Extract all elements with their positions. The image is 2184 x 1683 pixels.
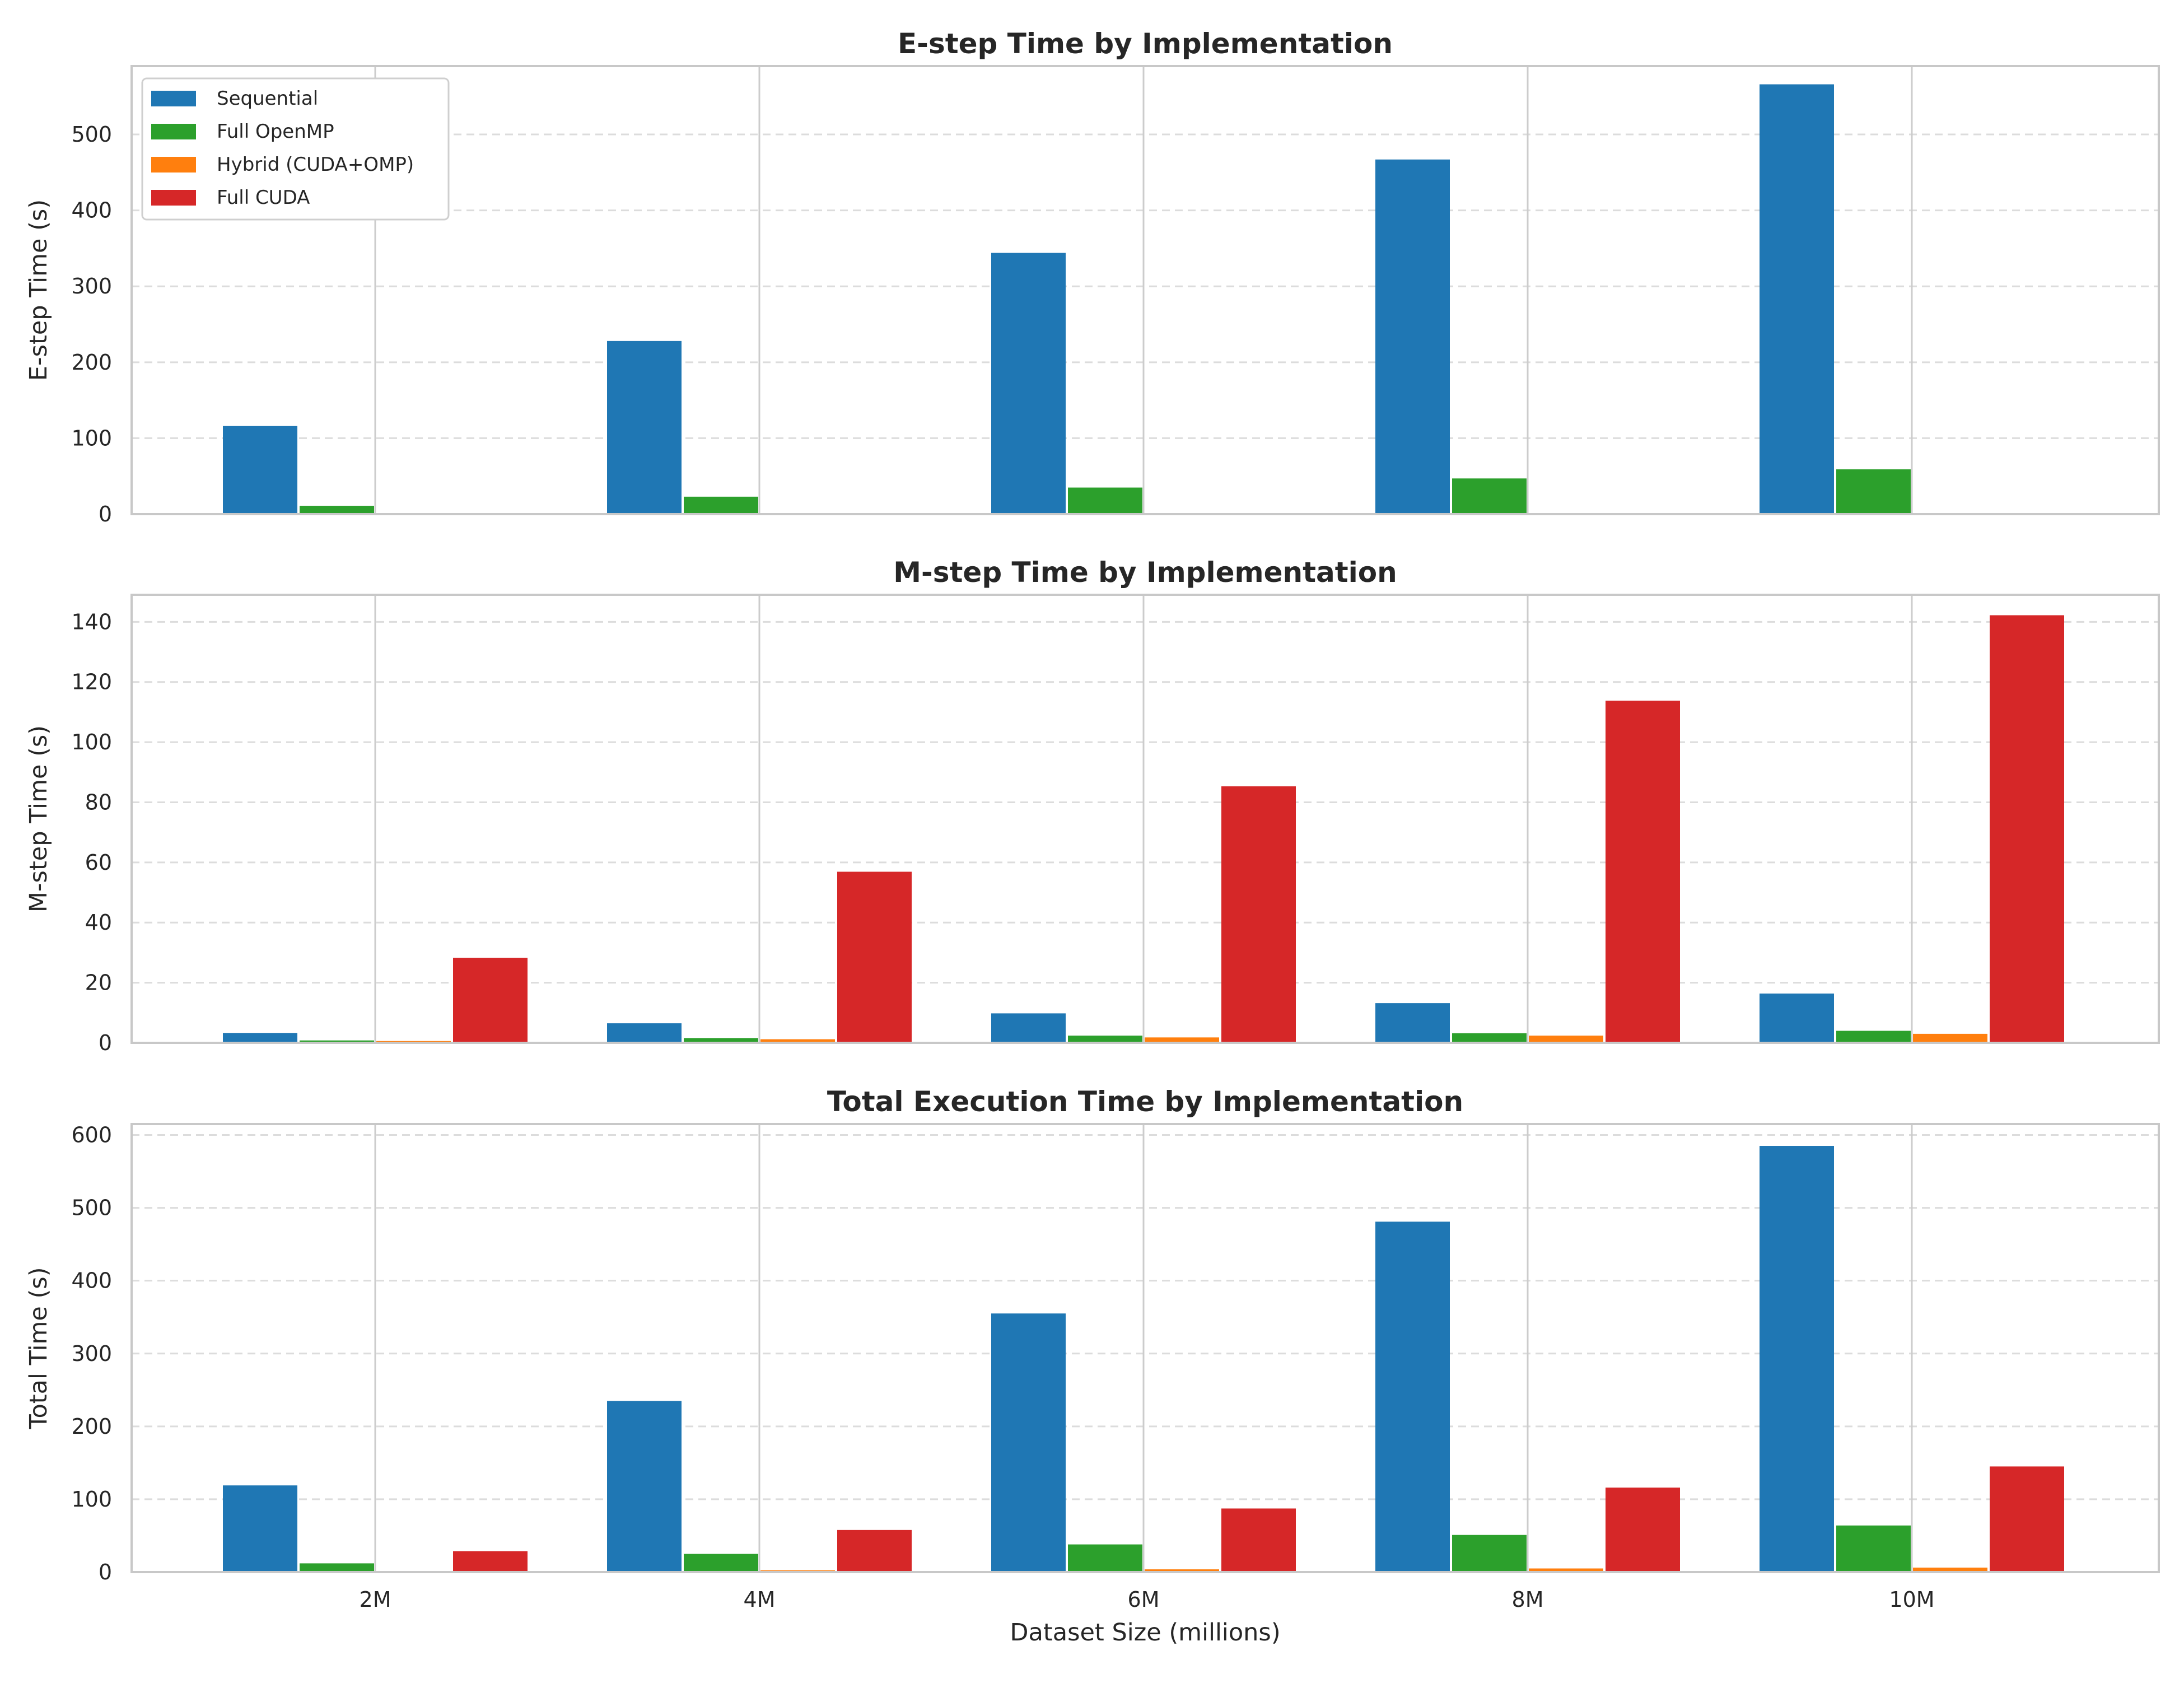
legend-swatch [151, 124, 196, 139]
bar [1221, 786, 1296, 1043]
x-axis-label: Dataset Size (millions) [1010, 1619, 1280, 1647]
bar [991, 1313, 1066, 1572]
y-tick-label: 400 [71, 198, 112, 223]
bar [1760, 993, 1834, 1043]
legend-swatch [151, 190, 196, 206]
bar [1913, 1567, 1987, 1572]
bar [223, 1485, 297, 1572]
bar [223, 1033, 297, 1043]
x-tick-label: 10M [1889, 1587, 1934, 1612]
bar [1375, 1003, 1450, 1043]
bar [1606, 700, 1680, 1043]
bar [1760, 84, 1834, 515]
bar [1221, 1508, 1296, 1572]
bar [684, 1038, 758, 1043]
bar [300, 506, 374, 514]
x-tick-label: 4M [744, 1587, 776, 1612]
y-axis-label: Total Time (s) [25, 1267, 53, 1430]
bar [1145, 1037, 1219, 1043]
bar [1375, 159, 1450, 514]
bar [607, 1401, 682, 1572]
plot-frame [130, 65, 2160, 515]
y-tick-label: 200 [71, 350, 112, 375]
bar [1452, 478, 1527, 514]
bar [991, 253, 1066, 514]
x-tick-label: 6M [1128, 1587, 1160, 1612]
bar [1068, 1036, 1142, 1043]
legend-swatch [151, 91, 196, 106]
legend-label: Hybrid (CUDA+OMP) [217, 153, 414, 176]
bar [684, 496, 758, 514]
y-axis-label: E-step Time (s) [25, 199, 53, 381]
y-axis-label: M-step Time (s) [25, 725, 53, 912]
y-tick-label: 400 [71, 1269, 112, 1293]
bar [223, 426, 297, 514]
bar [607, 1023, 682, 1043]
x-tick-label: 8M [1512, 1587, 1544, 1612]
legend-swatch [151, 157, 196, 173]
y-tick-label: 40 [85, 910, 112, 935]
legend-label: Sequential [217, 87, 318, 110]
bar [837, 1530, 912, 1572]
bar [1836, 1525, 1911, 1572]
y-tick-label: 140 [71, 609, 112, 634]
bar [1990, 1466, 2064, 1572]
bar [837, 871, 912, 1043]
bar [1529, 1036, 1603, 1043]
y-tick-label: 0 [99, 1031, 112, 1055]
y-tick-label: 100 [71, 1487, 112, 1512]
bar [1375, 1222, 1450, 1572]
x-tick-label: 2M [360, 1587, 391, 1612]
bar [453, 1551, 528, 1572]
bar [607, 341, 682, 514]
bar [1145, 1569, 1219, 1572]
y-tick-label: 120 [71, 670, 112, 694]
y-tick-label: 500 [71, 1196, 112, 1220]
bar [760, 1039, 835, 1043]
y-tick-label: 200 [71, 1414, 112, 1439]
bar [684, 1554, 758, 1572]
legend-label: Full CUDA [217, 187, 310, 209]
bar [453, 958, 528, 1043]
bar [300, 1040, 374, 1043]
legend-label: Full OpenMP [217, 120, 334, 143]
bar [1452, 1535, 1527, 1572]
bar [1068, 487, 1142, 514]
bar [1606, 1488, 1680, 1572]
y-tick-label: 300 [71, 1341, 112, 1366]
plot-area [132, 595, 2159, 1043]
y-tick-label: 60 [85, 850, 112, 875]
y-tick-label: 300 [71, 274, 112, 299]
bar [1529, 1568, 1603, 1572]
bar [1913, 1033, 1987, 1043]
y-tick-label: 20 [85, 971, 112, 995]
bar [1836, 469, 1911, 514]
bar [300, 1563, 374, 1572]
y-tick-label: 100 [71, 730, 112, 754]
legend [141, 77, 450, 221]
chart-title: E-step Time by Implementation [898, 27, 1393, 60]
bar [1990, 615, 2064, 1043]
y-tick-label: 600 [71, 1123, 112, 1148]
plot-area [132, 1124, 2159, 1572]
bar [1068, 1544, 1142, 1572]
plot-frame [130, 1123, 2160, 1573]
y-tick-label: 0 [99, 502, 112, 526]
chart-title: Total Execution Time by Implementation [827, 1085, 1463, 1118]
y-tick-label: 500 [71, 122, 112, 147]
plot-frame [130, 594, 2160, 1044]
bar [1836, 1031, 1911, 1043]
bar [1760, 1146, 1834, 1572]
chart-title: M-step Time by Implementation [893, 556, 1397, 589]
bar [991, 1013, 1066, 1043]
bar [1452, 1033, 1527, 1043]
y-tick-label: 80 [85, 790, 112, 814]
y-tick-label: 0 [99, 1560, 112, 1584]
y-tick-label: 100 [71, 426, 112, 450]
